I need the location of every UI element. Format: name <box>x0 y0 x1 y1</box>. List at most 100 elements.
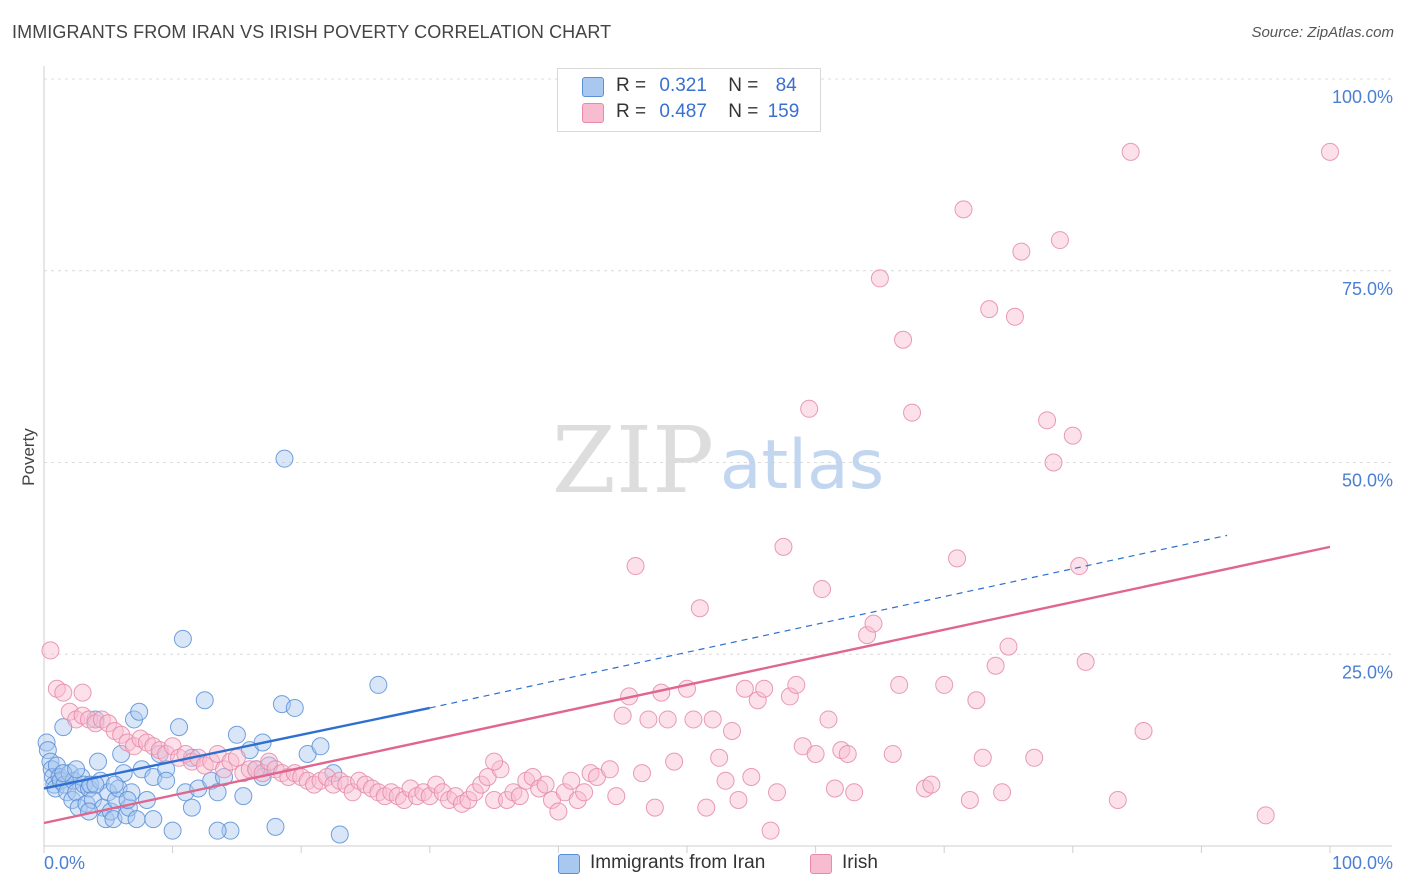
point-iran <box>285 698 304 717</box>
trend-line-irish <box>43 545 1331 825</box>
point-irish <box>883 744 902 763</box>
point-irish <box>536 775 555 794</box>
point-irish <box>510 787 529 806</box>
point-irish <box>800 399 819 418</box>
point-irish <box>639 710 658 729</box>
point-iran <box>195 691 214 710</box>
legend-n-label: N = <box>728 101 759 122</box>
point-iran <box>144 810 163 829</box>
point-irish <box>922 775 941 794</box>
point-iran <box>311 737 330 756</box>
point-irish <box>562 771 581 790</box>
point-irish <box>99 714 118 733</box>
bottom-legend-label-irish: Irish <box>842 852 878 873</box>
point-irish <box>1044 453 1063 472</box>
point-iran <box>208 783 227 802</box>
point-irish <box>761 821 780 840</box>
point-irish <box>472 775 491 794</box>
point-irish <box>54 683 73 702</box>
point-irish <box>780 687 799 706</box>
watermark-zip: ZIP <box>552 407 714 514</box>
point-irish <box>626 557 645 576</box>
axes <box>43 66 1392 853</box>
point-irish <box>825 779 844 798</box>
y-axis-label: Poverty <box>19 428 38 486</box>
point-iran <box>227 725 246 744</box>
point-irish <box>549 802 568 821</box>
point-iran <box>105 775 124 794</box>
point-irish <box>41 641 60 660</box>
point-irish <box>1134 721 1153 740</box>
point-irish <box>215 760 234 779</box>
point-iran <box>130 702 149 721</box>
point-irish <box>1038 411 1057 430</box>
point-iran <box>330 825 349 844</box>
watermark-atlas: atlas <box>720 426 884 505</box>
point-irish <box>999 637 1018 656</box>
point-iran <box>67 760 86 779</box>
chart-source: Source: ZipAtlas.com <box>1251 24 1394 41</box>
point-irish <box>806 744 825 763</box>
point-irish <box>632 764 651 783</box>
point-iran <box>221 821 240 840</box>
point-iran <box>89 752 108 771</box>
y-tick-label: 50.0% <box>1342 471 1393 491</box>
stats-legend: R = 0.321 N = 84 R = 0.487 N = 159 <box>557 68 821 132</box>
point-irish <box>813 580 832 599</box>
bottom-legend-label-iran: Immigrants from Iran <box>590 852 766 873</box>
y-tick-label: 25.0% <box>1342 662 1393 682</box>
point-iran <box>266 817 285 836</box>
point-irish <box>112 725 131 744</box>
point-irish <box>491 760 510 779</box>
legend-n-value: 159 <box>767 101 800 122</box>
point-irish <box>459 790 478 809</box>
point-irish <box>986 656 1005 675</box>
point-iran <box>208 821 227 840</box>
point-iran <box>182 798 201 817</box>
point-irish <box>735 679 754 698</box>
point-irish <box>954 200 973 219</box>
point-irish <box>948 549 967 568</box>
point-irish <box>903 403 922 422</box>
x-tick-label: 0.0% <box>44 853 85 873</box>
point-iran <box>37 733 56 752</box>
point-irish <box>710 748 729 767</box>
legend-n-label: N = <box>728 75 759 96</box>
point-irish <box>1321 142 1339 161</box>
data-points <box>37 142 1339 844</box>
point-irish <box>607 787 626 806</box>
bottom-legend-swatch-irish <box>810 854 832 874</box>
point-irish <box>723 721 742 740</box>
point-irish <box>967 691 986 710</box>
point-irish <box>427 775 446 794</box>
point-irish <box>716 771 735 790</box>
point-iran <box>127 810 146 829</box>
point-iran <box>173 629 192 648</box>
legend-r-label: R = <box>616 75 647 96</box>
point-irish <box>870 269 889 288</box>
point-irish <box>755 679 774 698</box>
point-irish <box>575 783 594 802</box>
point-irish <box>973 748 992 767</box>
point-irish <box>485 752 504 771</box>
legend-swatch-iran <box>582 77 604 97</box>
point-iran <box>275 449 294 468</box>
point-irish <box>993 783 1012 802</box>
chart-title: IMMIGRANTS FROM IRAN VS IRISH POVERTY CO… <box>12 22 612 42</box>
point-irish <box>1012 242 1031 261</box>
point-irish <box>485 790 504 809</box>
point-irish <box>1005 307 1024 326</box>
point-irish <box>684 710 703 729</box>
point-irish <box>658 710 677 729</box>
point-iran <box>157 771 176 790</box>
point-irish <box>845 783 864 802</box>
point-irish <box>1121 142 1140 161</box>
point-iran <box>234 787 253 806</box>
point-iran <box>38 741 57 760</box>
point-irish <box>1108 790 1127 809</box>
point-iran <box>163 821 182 840</box>
point-irish <box>73 683 92 702</box>
point-irish <box>690 599 709 618</box>
point-irish <box>645 798 664 817</box>
